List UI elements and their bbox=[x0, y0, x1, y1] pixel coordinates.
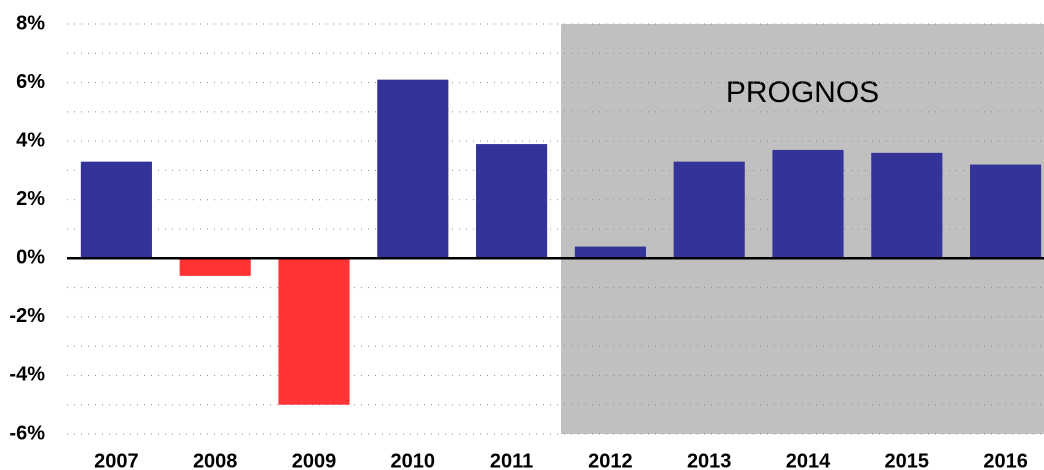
bar bbox=[278, 258, 350, 405]
bar bbox=[377, 79, 449, 259]
forecast-label: PROGNOS bbox=[726, 76, 879, 109]
x-tick-label: 2010 bbox=[391, 450, 436, 470]
bar bbox=[871, 152, 943, 259]
x-tick-label: 2008 bbox=[193, 450, 238, 470]
x-tick-label: 2015 bbox=[885, 450, 930, 470]
y-tick-label: 0% bbox=[16, 247, 45, 269]
y-tick-label: 2% bbox=[16, 188, 45, 210]
y-tick-label: -6% bbox=[9, 422, 45, 444]
y-tick-label: 6% bbox=[16, 71, 45, 93]
bar bbox=[80, 161, 152, 259]
y-tick-label: 4% bbox=[16, 129, 45, 151]
y-tick-label: -2% bbox=[9, 305, 45, 327]
x-tick-label: 2011 bbox=[490, 450, 533, 470]
bar bbox=[574, 246, 646, 259]
x-tick-label: 2012 bbox=[588, 450, 633, 470]
x-tick-label: 2016 bbox=[983, 450, 1028, 470]
x-tick-label: 2007 bbox=[94, 450, 139, 470]
bar bbox=[179, 258, 251, 276]
bar bbox=[476, 144, 548, 259]
x-tick-label: 2009 bbox=[292, 450, 337, 470]
x-tick-label: 2013 bbox=[687, 450, 732, 470]
y-tick-label: -4% bbox=[9, 364, 45, 386]
bar bbox=[673, 161, 745, 259]
bar bbox=[970, 164, 1042, 259]
y-tick-label: 8% bbox=[16, 12, 45, 34]
bar bbox=[772, 149, 844, 259]
x-tick-label: 2014 bbox=[786, 450, 831, 470]
